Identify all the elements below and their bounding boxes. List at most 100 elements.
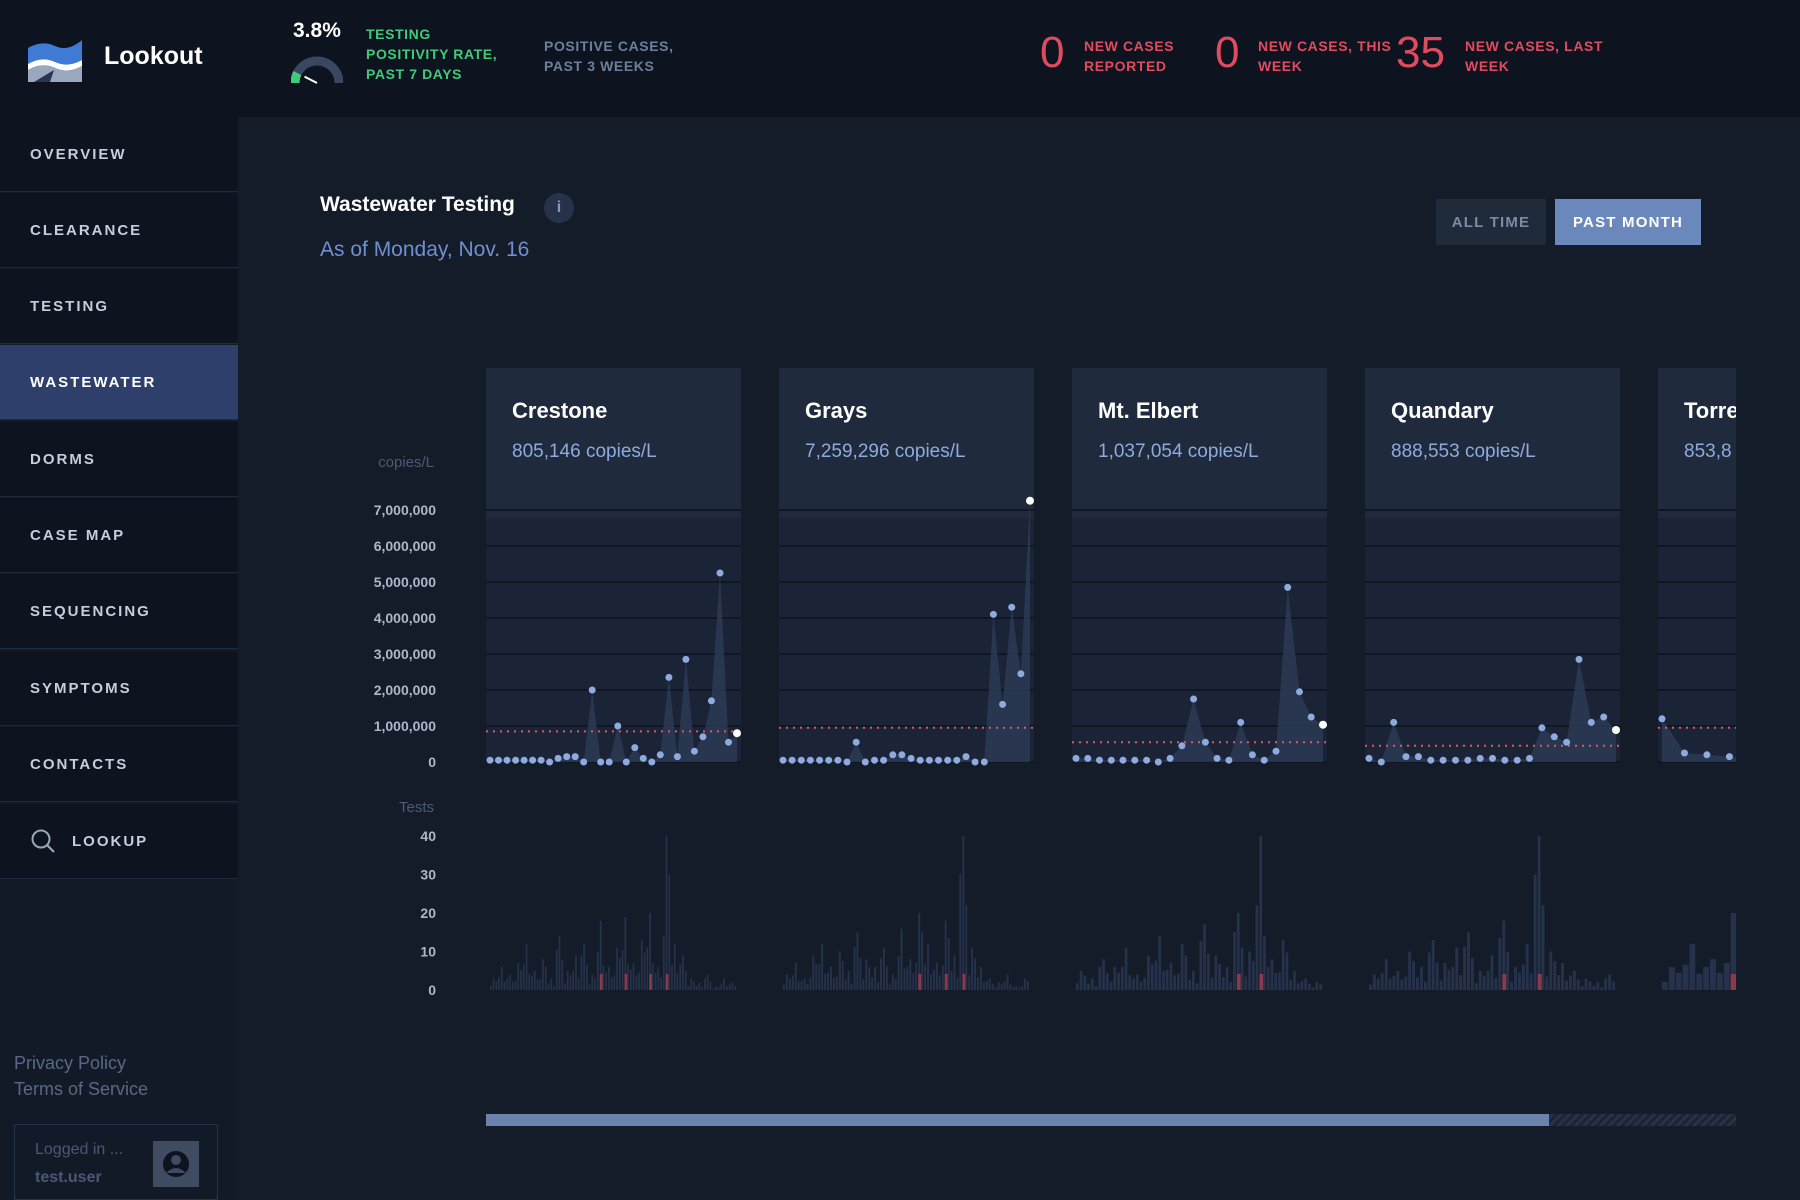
test-bar (1162, 971, 1165, 990)
test-bar (985, 981, 988, 990)
test-bar (1132, 978, 1135, 990)
all-time-toggle[interactable]: ALL TIME (1436, 199, 1546, 245)
test-bar (1751, 963, 1757, 990)
test-bar (1147, 955, 1150, 990)
test-bar (1408, 951, 1412, 990)
test-bar (1792, 955, 1798, 990)
as-of-date: As of Monday, Nov. 16 (320, 238, 530, 261)
sidebar-item-dorms[interactable]: DORMS (0, 422, 238, 497)
test-bar (715, 986, 717, 990)
test-bar (583, 943, 585, 990)
test-bar (933, 969, 935, 990)
test-bar (651, 963, 654, 990)
test-bar (1612, 981, 1615, 990)
lookout-logo-icon[interactable] (28, 36, 82, 82)
y-tick-label: 7,000,000 (374, 502, 436, 518)
scrollbar-thumb[interactable] (486, 1114, 1549, 1126)
data-point (665, 673, 673, 681)
test-bar (682, 955, 684, 990)
data-point (1377, 758, 1385, 766)
data-point (935, 756, 942, 764)
station-panel-crestone: Crestone 805,146 copies/L (486, 368, 741, 991)
positive-test-bar (649, 974, 652, 990)
test-bar (1117, 972, 1120, 990)
test-bar (865, 959, 868, 990)
station-panel-quandary: Quandary 888,553 copies/L (1365, 368, 1620, 991)
test-bar (608, 966, 610, 990)
sidebar-item-case-map[interactable]: CASE MAP (0, 498, 238, 573)
app-name[interactable]: Lookout (104, 42, 203, 70)
test-bar (830, 966, 832, 990)
test-bar (915, 963, 918, 990)
test-bar (1576, 979, 1580, 990)
sidebar-item-testing[interactable]: TESTING (0, 269, 238, 344)
test-bar (803, 978, 806, 990)
series-area (783, 500, 1030, 762)
data-point (733, 729, 741, 738)
sidebar-item-sequencing[interactable]: SEQUENCING (0, 574, 238, 649)
y-tick-label: 3,000,000 (374, 646, 436, 662)
test-bar (605, 972, 607, 990)
test-bar (506, 978, 509, 990)
user-avatar-icon[interactable] (153, 1141, 199, 1187)
data-point (1096, 756, 1103, 764)
test-bar (1467, 932, 1470, 991)
station-panel-grays: Grays 7,259,296 copies/L (779, 368, 1034, 991)
test-bar (1105, 973, 1109, 990)
test-bar (977, 977, 979, 990)
test-bar (1192, 970, 1195, 991)
test-bar (635, 975, 638, 990)
data-point (1748, 755, 1755, 762)
test-bar (1584, 978, 1588, 990)
test-bar (1521, 964, 1525, 990)
test-bar (558, 936, 561, 990)
data-point (907, 754, 915, 762)
test-bar (1572, 970, 1576, 991)
test-bar (930, 973, 932, 990)
data-point (825, 756, 833, 764)
test-bar (1506, 951, 1510, 990)
data-point (916, 756, 924, 764)
data-point (1131, 756, 1139, 764)
test-bar (1416, 977, 1419, 990)
past-month-toggle[interactable]: PAST MONTH (1555, 199, 1701, 245)
test-bar (1758, 981, 1764, 990)
test-bar (1716, 973, 1723, 990)
panel-plot-area (486, 518, 741, 762)
test-bar (1478, 970, 1482, 991)
terms-of-service-link[interactable]: Terms of Service (14, 1079, 149, 1099)
positive-test-bar (1502, 974, 1507, 990)
login-status-box[interactable]: Logged in ... test.user (14, 1124, 218, 1200)
sidebar-item-lookup[interactable]: LOOKUP (0, 804, 238, 879)
privacy-policy-link[interactable]: Privacy Policy (14, 1053, 127, 1073)
test-bar (1689, 943, 1696, 990)
test-bar (818, 964, 821, 990)
top-bar: Lookout 3.8% TESTING POSITIVITY RATE, PA… (0, 0, 1800, 117)
data-point (953, 756, 961, 764)
data-point (1237, 718, 1245, 726)
test-bar (624, 916, 627, 990)
sidebar-item-clearance[interactable]: CLEARANCE (0, 193, 238, 268)
test-bar (1443, 963, 1447, 990)
test-bar (800, 981, 803, 990)
new-cases-last-week-label: NEW CASES, LAST WEEK (1465, 38, 1604, 74)
test-bar (885, 966, 888, 990)
info-icon[interactable]: i (544, 193, 574, 223)
test-bar (1006, 974, 1009, 990)
sidebar-item-symptoms[interactable]: SYMPTOMS (0, 651, 238, 726)
station-latest-value: 805,146 copies/L (512, 441, 657, 462)
test-bar (924, 964, 926, 990)
data-point (1143, 756, 1151, 764)
test-bar (880, 958, 882, 990)
data-point (843, 758, 851, 766)
test-bar (517, 963, 520, 990)
data-point (797, 756, 805, 764)
test-bar (1113, 966, 1117, 990)
test-bar (654, 972, 657, 990)
sidebar-item-overview[interactable]: OVERVIEW (0, 117, 238, 192)
test-bar (1696, 973, 1703, 990)
test-bar (1263, 936, 1266, 990)
sidebar-item-wastewater[interactable]: WASTEWATER (0, 345, 238, 420)
sidebar-item-contacts[interactable]: CONTACTS (0, 727, 238, 802)
